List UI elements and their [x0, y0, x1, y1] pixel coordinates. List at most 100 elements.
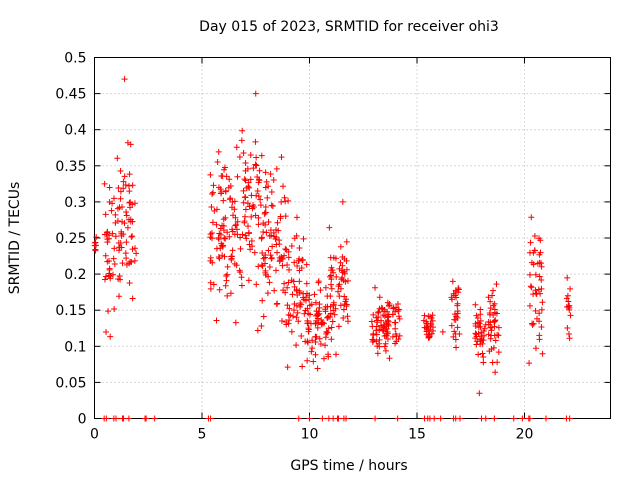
data-point [536, 273, 543, 280]
data-point [294, 263, 301, 270]
data-point [381, 332, 388, 339]
data-point [247, 176, 254, 183]
data-point [92, 246, 99, 253]
data-point [375, 309, 382, 316]
data-point [252, 138, 259, 145]
data-point [450, 333, 457, 340]
data-point [112, 211, 119, 218]
data-point [266, 232, 273, 239]
data-point [493, 281, 500, 288]
x-tick-label: 10 [301, 427, 319, 443]
data-point [133, 250, 140, 257]
data-point [327, 281, 334, 288]
data-point [306, 415, 313, 422]
data-point [127, 258, 134, 265]
data-point [493, 310, 500, 317]
data-point [370, 311, 377, 318]
data-point [234, 218, 241, 225]
data-point [491, 323, 498, 330]
data-point [251, 249, 258, 256]
data-point [543, 415, 549, 422]
data-point [266, 264, 273, 271]
data-point [527, 239, 534, 246]
data-point [233, 144, 240, 151]
data-point [224, 229, 231, 236]
data-point [284, 364, 291, 371]
data-point [264, 194, 271, 201]
data-point [477, 306, 484, 313]
data-point [311, 291, 318, 298]
data-point [305, 326, 312, 333]
data-point [260, 255, 267, 262]
data-point [285, 254, 292, 261]
data-point [209, 190, 216, 197]
y-tick-label: 0.35 [55, 159, 86, 175]
data-point [258, 322, 265, 329]
data-point [123, 239, 130, 246]
data-point [284, 284, 291, 291]
data-point [111, 305, 118, 312]
data-point [299, 257, 306, 264]
data-point [528, 284, 535, 291]
data-point [475, 351, 482, 358]
data-point [222, 214, 229, 221]
data-point [229, 247, 236, 254]
data-point [373, 331, 380, 338]
data-point [213, 317, 220, 324]
data-point [220, 197, 227, 204]
data-point [106, 184, 113, 191]
data-point [208, 230, 215, 237]
data-point [328, 324, 335, 331]
data-point [268, 189, 275, 196]
data-point [120, 415, 127, 422]
data-point [252, 212, 259, 219]
x-tick-label: 0 [90, 427, 99, 443]
data-point [293, 214, 300, 221]
data-point [285, 311, 292, 318]
data-point [219, 252, 226, 259]
y-tick-label: 0.25 [55, 231, 86, 247]
data-point [308, 348, 315, 355]
data-point [116, 244, 123, 251]
data-point [312, 351, 319, 358]
data-point [304, 339, 311, 346]
data-point [296, 255, 303, 262]
data-point [281, 280, 288, 287]
data-point [226, 176, 233, 183]
data-point [127, 216, 134, 223]
data-point [385, 311, 392, 318]
data-point [210, 281, 217, 288]
data-point [252, 90, 259, 97]
data-point [285, 317, 292, 324]
data-point [532, 345, 539, 352]
data-point [109, 200, 116, 207]
data-point [282, 213, 289, 220]
data-point [273, 165, 280, 172]
data-point [437, 415, 444, 422]
data-point [339, 198, 346, 205]
data-point [278, 317, 285, 324]
data-point [245, 277, 252, 284]
data-point [219, 243, 226, 250]
data-point [216, 230, 223, 237]
data-point [487, 335, 494, 342]
data-point [451, 328, 458, 335]
data-point [226, 233, 233, 240]
data-point [330, 302, 337, 309]
data-point [241, 176, 248, 183]
data-point [303, 280, 310, 287]
data-point [293, 286, 300, 293]
data-point [528, 214, 535, 221]
data-point [314, 311, 321, 318]
data-point [218, 240, 225, 247]
data-point [209, 259, 216, 266]
data-point [113, 415, 119, 422]
data-point [335, 288, 342, 295]
data-point [208, 203, 215, 210]
data-point [384, 335, 391, 342]
data-point [278, 154, 285, 161]
data-point [309, 345, 316, 352]
data-point [227, 195, 234, 202]
data-point [110, 195, 117, 202]
data-point [248, 192, 255, 199]
